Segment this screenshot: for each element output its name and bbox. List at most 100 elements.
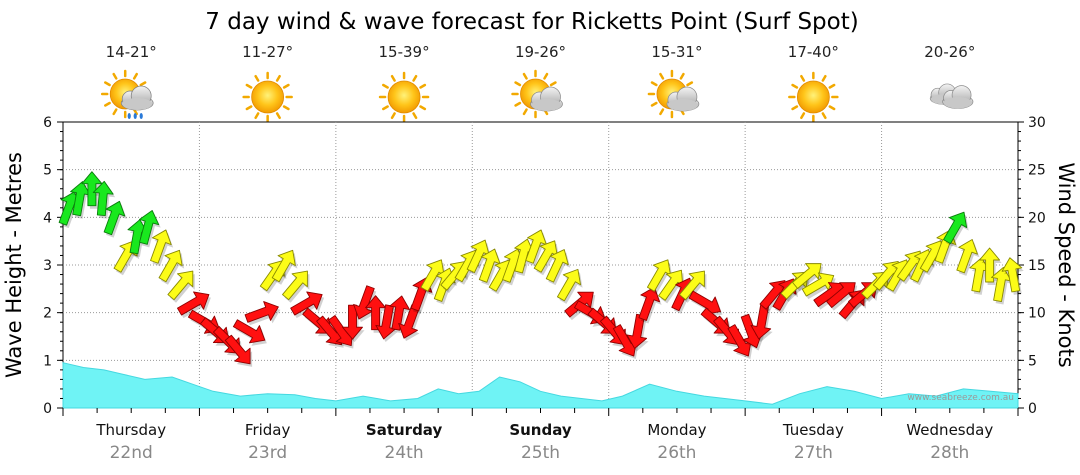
sun-ray	[419, 83, 427, 89]
wind-arrow	[792, 263, 822, 289]
sun-ray	[104, 81, 111, 87]
temperature-label: 11-27°	[242, 43, 293, 61]
rain-drop	[127, 113, 131, 119]
wind-arrow	[638, 286, 661, 321]
left-tick-label: 1	[43, 353, 52, 369]
left-tick-label: 2	[43, 306, 52, 322]
sun-rays	[242, 71, 293, 123]
wind-arrow	[271, 249, 296, 283]
wind-arrow	[167, 270, 194, 301]
axis-ticks: 0 1 2 3 4 5 6 0 5 10 15 20 25 30	[43, 115, 1046, 417]
sun-ray	[679, 72, 685, 80]
right-tick-label: 25	[1028, 163, 1046, 179]
cloud-fill	[122, 98, 153, 110]
sun-ray	[382, 105, 389, 111]
wind-arrow	[801, 272, 835, 297]
sun-rays	[378, 71, 430, 123]
sun-ray	[522, 108, 528, 116]
right-tick-label: 10	[1028, 306, 1046, 322]
chart-title: 7 day wind & wave forecast for Ricketts …	[205, 9, 858, 35]
day-label: Wednesday	[906, 421, 993, 439]
sun-ray	[828, 83, 836, 89]
right-tick-label: 20	[1028, 210, 1046, 226]
daily-weather-row: 14-21° 11-27° 15-39° 19-26° 15-31° 17-40° 20-2…	[100, 43, 975, 123]
wind-arrow	[679, 270, 705, 301]
sun-ray	[104, 101, 111, 107]
sun-ray	[282, 83, 290, 89]
left-tick-label: 4	[43, 210, 52, 226]
cloud-shape	[942, 85, 974, 109]
sun-ray	[659, 108, 665, 116]
right-tick-label: 5	[1028, 353, 1037, 369]
sun-ray	[112, 108, 118, 116]
wind-arrow	[342, 304, 363, 340]
wind-arrow	[103, 200, 126, 236]
rain-drop	[133, 113, 137, 119]
sun-ray	[412, 74, 418, 82]
sun-ray	[650, 81, 658, 87]
right-tick-label: 15	[1028, 258, 1046, 274]
wind-arrow	[956, 239, 978, 274]
day-label: Saturday	[366, 421, 443, 439]
temperature-label: 14-21°	[106, 43, 157, 61]
x-axis-day-labels: Thursday 22nd Friday 23rd Saturday 24th Sunday…	[95, 421, 993, 463]
wind-arrow	[81, 171, 103, 207]
cloud-fill	[667, 99, 698, 111]
sun-cloud-icon	[511, 69, 563, 119]
temperature-label: 17-40°	[788, 43, 839, 61]
sun-ray	[821, 74, 827, 82]
day-label: Thursday	[95, 421, 166, 439]
wind-arrow	[244, 301, 279, 323]
date-label: 22nd	[110, 443, 153, 463]
wave-height-area	[62, 362, 1019, 409]
sun-ray	[275, 74, 281, 82]
day-label: Friday	[245, 421, 291, 439]
sun-ray	[419, 105, 427, 111]
date-label: 26th	[657, 443, 696, 463]
sun-ray	[390, 74, 396, 82]
sun-rays	[788, 71, 839, 123]
sun-cloud-rain-icon	[100, 69, 154, 119]
sun-ray	[791, 83, 799, 89]
wind-arrow	[158, 249, 183, 283]
sun-ray	[112, 72, 118, 80]
right-tick-label: 30	[1028, 115, 1046, 131]
y-axis-right-label: Wind Speed - Knots	[1054, 162, 1078, 367]
sun-ray	[650, 101, 658, 107]
left-tick-label: 3	[43, 258, 52, 274]
sun-ray	[800, 74, 806, 82]
sun-ray	[791, 105, 799, 111]
left-tick-label: 0	[43, 401, 52, 417]
wind-arrow	[556, 268, 582, 302]
sun-ray	[800, 112, 806, 120]
wind-arrow	[138, 210, 160, 245]
wave-height-series	[62, 362, 1019, 409]
sun-ray	[412, 112, 418, 120]
cloud-icon	[929, 83, 974, 109]
sun-ray	[275, 112, 281, 120]
sun-disc	[796, 80, 830, 114]
sun-ray	[245, 83, 253, 89]
wind-arrow	[826, 282, 856, 309]
wind-arrow	[389, 295, 410, 331]
date-label: 24th	[385, 443, 424, 463]
day-label: Monday	[647, 421, 706, 439]
sun-ray	[522, 72, 528, 80]
cloud-fill	[943, 97, 973, 109]
wind-arrow	[290, 291, 323, 316]
temperature-label: 20-26°	[924, 43, 975, 61]
sun-ray	[132, 108, 138, 116]
left-tick-label: 5	[43, 163, 52, 179]
wind-arrow	[979, 247, 1001, 283]
cloud-shape	[666, 86, 700, 112]
sun-ray	[282, 105, 290, 111]
wind-arrow	[545, 249, 569, 283]
y-axis-left-label: Wave Height - Metres	[2, 152, 26, 378]
wind-arrow	[150, 229, 172, 264]
wind-arrow	[365, 295, 387, 331]
date-label: 25th	[521, 443, 560, 463]
wind-arrow	[177, 291, 210, 316]
rain-drop	[139, 113, 143, 119]
sun-icon	[242, 71, 293, 123]
right-tick-label: 0	[1028, 401, 1037, 417]
